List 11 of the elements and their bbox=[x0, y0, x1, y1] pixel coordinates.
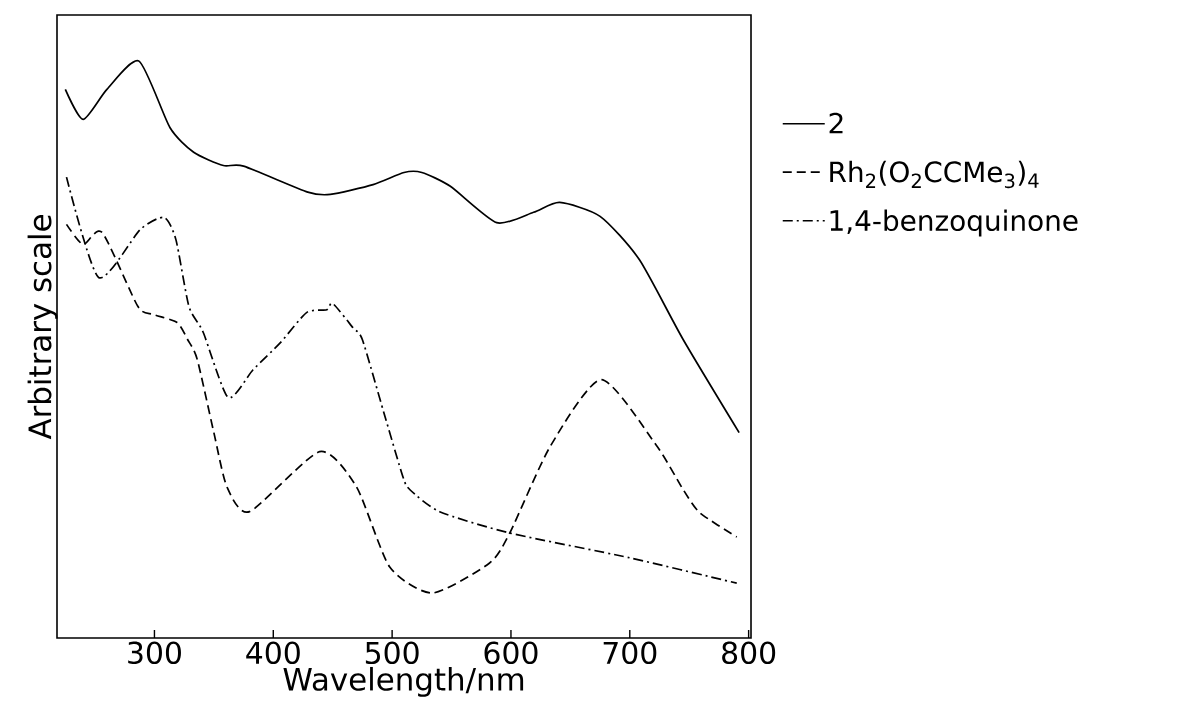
legend-label: 2 bbox=[829, 112, 843, 134]
y-axis-title: Arbitrary scale bbox=[27, 215, 58, 440]
x-tick-label: 400 bbox=[246, 641, 300, 665]
x-axis-title: Wavelength/nm bbox=[283, 666, 524, 697]
x-tick-label: 800 bbox=[722, 641, 776, 665]
x-tick-label: 600 bbox=[484, 641, 538, 665]
legend-label: Rh$_{2}$(O$_{2}$CCMe$_{3}$)$_{4}$ bbox=[830, 160, 1039, 189]
x-tick-label: 300 bbox=[128, 641, 181, 665]
legend-label: 1,4-benzoquinone bbox=[830, 209, 1078, 237]
x-tick-label: 500 bbox=[365, 641, 419, 665]
x-tick-label: 700 bbox=[603, 641, 657, 665]
